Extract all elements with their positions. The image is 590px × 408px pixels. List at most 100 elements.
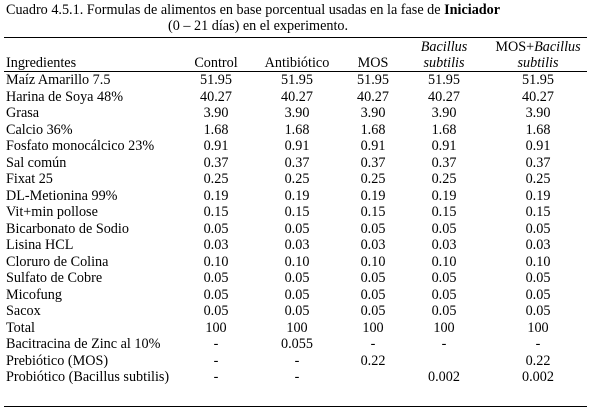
table-row: Vit+min pollose 0.15 0.15 0.15 0.15 0.15 [0, 204, 590, 221]
table-row: Total 100 100 100 100 100 [0, 320, 590, 337]
value-cell: - [213, 336, 219, 352]
value-cell: 0.19 [203, 187, 229, 204]
value-cell: 0.05 [203, 286, 229, 303]
table-row: Maíz Amarillo 7.5 51.95 51.95 51.95 51.95 51.… [0, 72, 590, 89]
table-row: Probiótico (Bacillus subtilis) - - 0.002 0.0… [0, 369, 590, 402]
value-cell: 3.90 [203, 105, 229, 121]
header-mos: MOS [344, 38, 402, 71]
table-header-rule [4, 71, 587, 72]
header-antibiotic: Antibiótico [258, 38, 336, 71]
table-row: Prebiótico (MOS) - - 0.22 0.22 [0, 353, 590, 370]
value-cell: 0.03 [284, 237, 310, 253]
ingredient-name: Vit+min pollose [6, 204, 98, 220]
value-cell: 0.91 [525, 138, 551, 154]
value-cell: 0.10 [360, 253, 386, 270]
value-cell: 0.19 [360, 187, 386, 204]
table-row: Cloruro de Colina 0.10 0.10 0.10 0.10 0.10 [0, 254, 590, 271]
caption-line-2: (0 – 21 días) en el experimento. [168, 18, 349, 34]
header-bacillus-line2: subtilis [423, 55, 465, 71]
table-row: Sacox 0.05 0.05 0.05 0.05 0.05 [0, 303, 590, 320]
value-cell: 0.05 [431, 270, 457, 286]
value-cell: 0.002 [428, 369, 460, 385]
header-mos-bacillus-italic: Bacillus [534, 39, 581, 55]
header-mos-bacillus-line2: subtilis [517, 55, 559, 71]
header-mos-label: MOS [357, 55, 389, 71]
value-cell: - [441, 336, 447, 352]
table-row: Sulfato de Cobre 0.05 0.05 0.05 0.05 0.05 [0, 270, 590, 287]
ingredient-name: Probiótico (Bacillus subtilis) [6, 369, 170, 385]
value-cell: 0.19 [284, 187, 310, 204]
ingredient-name: Fosfato monocálcico 23% [6, 138, 155, 154]
value-cell: 0.37 [431, 154, 457, 171]
value-cell: 40.27 [357, 88, 389, 105]
header-mos-bacillus: MOS+Bacillus subtilis [488, 38, 588, 71]
table-row: Lisina HCL 0.03 0.03 0.03 0.03 0.03 [0, 237, 590, 254]
value-cell: 3.90 [431, 105, 457, 121]
table-row: Micofung 0.05 0.05 0.05 0.05 0.05 [0, 287, 590, 304]
value-cell: 0.05 [431, 286, 457, 303]
value-cell: 51.95 [281, 72, 313, 88]
value-cell: 0.91 [203, 138, 229, 154]
value-cell: 1.68 [525, 121, 551, 138]
table-caption: Cuadro 4.5.1. Formulas de alimentos en b… [6, 2, 586, 34]
value-cell: 0.03 [203, 237, 229, 253]
ingredient-name: DL-Metionina 99% [6, 187, 118, 204]
header-ingredients-label: Ingredientes [6, 55, 77, 71]
table-row: Fixat 25 0.25 0.25 0.25 0.25 0.25 [0, 171, 590, 188]
table-row: Calcio 36% 1.68 1.68 1.68 1.68 1.68 [0, 122, 590, 139]
table-row: DL-Metionina 99% 0.19 0.19 0.19 0.19 0.19 [0, 188, 590, 205]
header-control: Control [186, 38, 246, 71]
table-row: Sal común 0.37 0.37 0.37 0.37 0.37 [0, 155, 590, 172]
value-cell: 51.95 [428, 72, 460, 88]
value-cell: 0.03 [525, 237, 551, 253]
value-cell: 0.05 [525, 220, 551, 237]
value-cell: 0.37 [284, 154, 310, 171]
value-cell: 0.91 [431, 138, 457, 154]
value-cell: 0.055 [281, 336, 313, 352]
value-cell: 0.22 [525, 352, 551, 369]
header-bacillus: Bacillus subtilis [406, 38, 482, 71]
value-cell: 0.37 [203, 154, 229, 171]
value-cell: 0.05 [203, 270, 229, 286]
ingredient-name: Calcio 36% [6, 121, 73, 138]
value-cell: 0.05 [431, 303, 457, 319]
value-cell: 0.15 [525, 204, 551, 220]
ingredient-name: Sacox [6, 303, 41, 319]
table-row: Bicarbonato de Sodio 0.05 0.05 0.05 0.05 0.05 [0, 221, 590, 238]
value-cell: 0.25 [203, 171, 229, 187]
value-cell: 40.27 [428, 88, 460, 105]
header-control-label: Control [194, 55, 238, 71]
value-cell: 51.95 [200, 72, 232, 88]
value-cell: 0.10 [525, 253, 551, 270]
value-cell: 0.03 [431, 237, 457, 253]
value-cell: 0.05 [203, 303, 229, 319]
table-row: Fosfato monocálcico 23% 0.91 0.91 0.91 0.91 0… [0, 138, 590, 155]
ingredient-name: Maíz Amarillo 7.5 [6, 72, 111, 88]
value-cell: 0.22 [360, 352, 386, 369]
value-cell: 0.05 [360, 303, 386, 319]
caption-line-1: Cuadro 4.5.1. Formulas de alimentos en b… [6, 2, 586, 18]
value-cell: 1.68 [203, 121, 229, 138]
ingredient-name: Lisina HCL [6, 237, 74, 253]
value-cell: 0.05 [360, 286, 386, 303]
value-cell: 40.27 [200, 88, 232, 105]
value-cell: 0.15 [203, 204, 229, 220]
value-cell: 0.91 [284, 138, 310, 154]
value-cell: 0.91 [360, 138, 386, 154]
ingredient-name: Sal común [6, 154, 67, 171]
value-cell: 0.37 [525, 154, 551, 171]
ingredient-name: Sulfato de Cobre [6, 270, 103, 286]
header-antibiotic-label: Antibiótico [264, 55, 330, 71]
table-top-rule [4, 37, 587, 38]
ingredient-name: Grasa [6, 105, 40, 121]
value-cell: 0.15 [284, 204, 310, 220]
value-cell: - [535, 336, 541, 352]
table-body: Maíz Amarillo 7.5 51.95 51.95 51.95 51.95 51.… [0, 72, 590, 402]
value-cell: 51.95 [357, 72, 389, 88]
value-cell: 0.05 [525, 303, 551, 319]
value-cell: 100 [527, 319, 549, 336]
value-cell: 0.05 [525, 286, 551, 303]
caption-text: Cuadro 4.5.1. Formulas de alimentos en b… [6, 2, 445, 18]
header-mos-bacillus-line1: MOS+Bacillus [488, 39, 588, 55]
value-cell: 0.25 [431, 171, 457, 187]
